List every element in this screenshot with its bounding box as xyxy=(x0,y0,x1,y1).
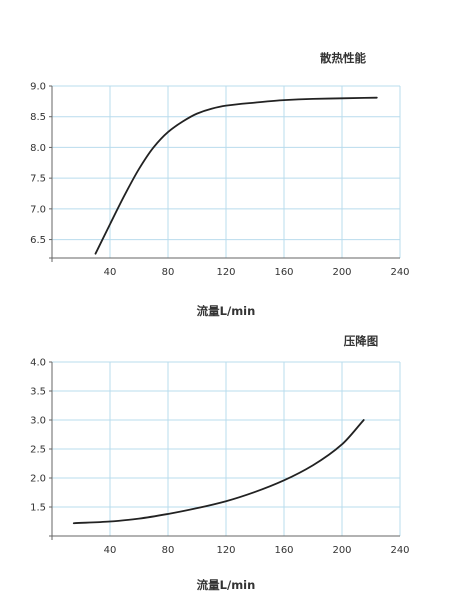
y-tick-label: 3.5 xyxy=(30,387,46,398)
chart-title: 散热性能 xyxy=(320,51,366,65)
series-line xyxy=(72,419,365,525)
x-tick-label: 160 xyxy=(274,267,293,278)
x-tick-label: 120 xyxy=(216,267,235,278)
x-tick-label: 40 xyxy=(104,267,117,278)
x-tick-label: 200 xyxy=(332,267,351,278)
x-axis-title: 流量L/min xyxy=(197,578,256,592)
x-tick-label: 200 xyxy=(332,545,351,556)
y-tick-label: 6.5 xyxy=(30,235,46,246)
series-line xyxy=(94,96,378,255)
y-tick-label: 3.0 xyxy=(30,416,46,427)
y-tick-label: 1.5 xyxy=(30,503,46,514)
x-tick-label: 120 xyxy=(216,545,235,556)
x-tick-label: 240 xyxy=(390,267,409,278)
chart-title: 压降图 xyxy=(344,334,379,348)
y-tick-label: 2.5 xyxy=(30,445,46,456)
y-tick-label: 2.0 xyxy=(30,474,46,485)
x-tick-label: 160 xyxy=(274,545,293,556)
y-tick-label: 4.0 xyxy=(30,358,46,369)
y-tick-label: 8.0 xyxy=(30,143,46,154)
y-tick-label: 8.5 xyxy=(30,112,46,123)
y-tick-label: 9.0 xyxy=(30,82,46,93)
x-tick-label: 40 xyxy=(104,545,117,556)
x-tick-label: 240 xyxy=(390,545,409,556)
y-tick-label: 7.0 xyxy=(30,204,46,215)
x-axis-title: 流量L/min xyxy=(197,304,256,318)
x-tick-label: 80 xyxy=(162,267,175,278)
x-tick-label: 80 xyxy=(162,545,175,556)
y-tick-label: 7.5 xyxy=(30,174,46,185)
